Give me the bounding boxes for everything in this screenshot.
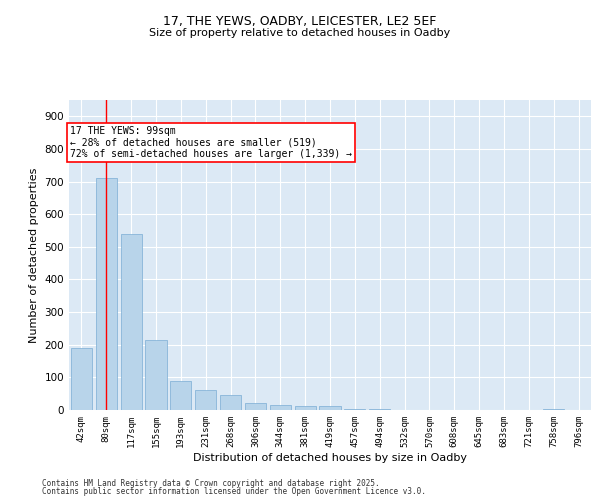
Bar [344,409,365,410]
X-axis label: Distribution of detached houses by size in Oadby: Distribution of detached houses by size … [193,452,467,462]
Bar [319,406,341,410]
Bar [295,406,316,410]
Text: Size of property relative to detached houses in Oadby: Size of property relative to detached ho… [149,28,451,38]
Bar [96,178,117,410]
Bar [195,390,216,410]
Text: Contains HM Land Registry data © Crown copyright and database right 2025.: Contains HM Land Registry data © Crown c… [42,478,380,488]
Bar [71,348,92,410]
Bar [220,396,241,410]
Bar [170,380,191,410]
Bar [270,405,291,410]
Bar [369,409,390,410]
Text: 17 THE YEWS: 99sqm
← 28% of detached houses are smaller (519)
72% of semi-detach: 17 THE YEWS: 99sqm ← 28% of detached hou… [70,126,352,160]
Y-axis label: Number of detached properties: Number of detached properties [29,168,39,342]
Text: 17, THE YEWS, OADBY, LEICESTER, LE2 5EF: 17, THE YEWS, OADBY, LEICESTER, LE2 5EF [163,15,437,28]
Bar [245,404,266,410]
Text: Contains public sector information licensed under the Open Government Licence v3: Contains public sector information licen… [42,487,426,496]
Bar [121,234,142,410]
Bar [543,409,564,410]
Bar [145,340,167,410]
